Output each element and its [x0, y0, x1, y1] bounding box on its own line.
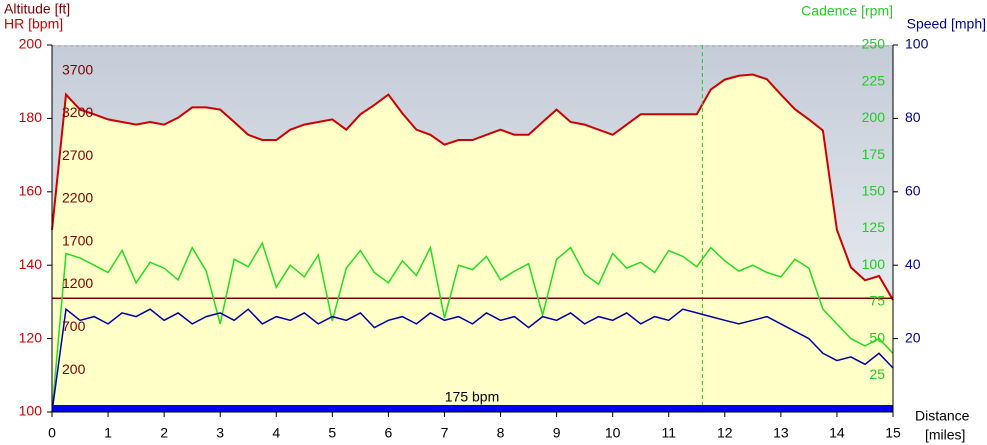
x-tick-label: 7 [441, 425, 449, 441]
y-tick-label: 75 [869, 293, 885, 309]
y-tick-label: 2200 [62, 190, 93, 206]
y-tick-label: 225 [862, 72, 886, 88]
y-tick-label: 200 [862, 109, 886, 125]
series-line [51, 307, 894, 413]
zone-bar [52, 405, 893, 412]
x-axis-unit: [miles] [925, 427, 965, 443]
axis-title: Speed [mph] [907, 16, 986, 32]
x-tick-label: 2 [160, 425, 168, 441]
y-tick-label: 200 [19, 36, 43, 52]
x-tick-label: 15 [885, 425, 901, 441]
zone-label: 175 bpm [445, 389, 499, 405]
y-tick-label: 2700 [62, 147, 93, 163]
y-tick-label: 125 [862, 219, 886, 235]
x-tick-label: 3 [216, 425, 224, 441]
x-tick-label: 5 [328, 425, 336, 441]
x-tick-label: 11 [661, 425, 676, 441]
area [52, 74, 893, 412]
y-tick-label: 100 [905, 36, 929, 52]
y-tick-label: 60 [905, 183, 921, 199]
y-tick-label: 1200 [62, 275, 93, 291]
x-tick-label: 6 [385, 425, 393, 441]
y-tick-label: 50 [869, 329, 885, 345]
y-tick-label: 180 [19, 109, 43, 125]
series-line [51, 73, 894, 301]
y-tick-label: 20 [905, 329, 921, 345]
y-tick-label: 160 [19, 183, 43, 199]
x-tick-label: 1 [104, 425, 112, 441]
series-line [51, 241, 894, 413]
y-tick-label: 250 [862, 36, 886, 52]
y-tick-label: 3200 [62, 104, 93, 120]
x-tick-label: 0 [48, 425, 56, 441]
x-tick-label: 4 [272, 425, 280, 441]
y-tick-label: 200 [62, 361, 86, 377]
plot [51, 45, 894, 413]
axis-title: Cadence [rpm] [801, 3, 893, 19]
axis-title: Altitude [ft] [4, 1, 70, 17]
y-tick-label: 100 [19, 403, 43, 419]
y-tick-label: 120 [19, 329, 43, 345]
x-tick-label: 13 [773, 425, 789, 441]
y-tick-label: 1700 [62, 232, 93, 248]
y-tick-label: 3700 [62, 61, 93, 77]
x-tick-label: 10 [605, 425, 621, 441]
y-tick-label: 80 [905, 109, 921, 125]
y-tick-label: 25 [869, 366, 885, 382]
y-tick-label: 700 [62, 318, 86, 334]
y-tick-label: 175 [862, 146, 886, 162]
y-tick-label: 140 [19, 256, 43, 272]
axis-title: HR [bpm] [4, 16, 63, 32]
x-tick-label: 14 [829, 425, 845, 441]
y-tick-label: 150 [862, 183, 886, 199]
x-tick-label: 8 [497, 425, 505, 441]
y-tick-label: 40 [905, 256, 921, 272]
x-tick-label: 12 [717, 425, 733, 441]
y-tick-label: 100 [862, 256, 886, 272]
x-tick-label: 9 [553, 425, 561, 441]
x-axis-label: Distance [915, 408, 970, 424]
